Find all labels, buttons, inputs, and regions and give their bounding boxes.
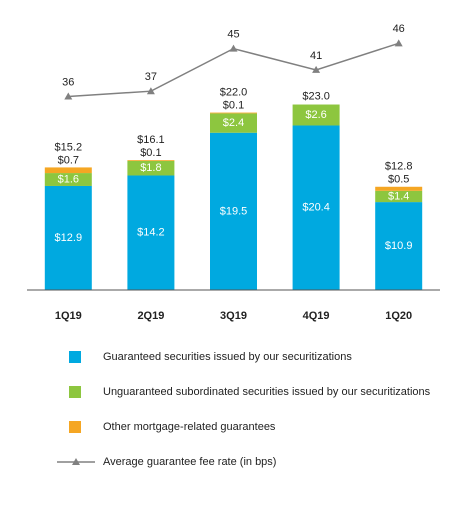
bar-segment <box>292 125 340 290</box>
line-marker <box>312 65 321 73</box>
x-tick-label: 1Q20 <box>385 310 412 322</box>
bar-segment <box>127 160 175 176</box>
legend-swatch <box>69 386 81 398</box>
bar-segment <box>210 132 257 290</box>
line-marker <box>394 39 403 47</box>
bar-segment <box>292 104 340 126</box>
line-marker <box>229 44 238 52</box>
legend-label: Average guarantee fee rate (in bps) <box>103 456 276 468</box>
segment-label: $0.7 <box>58 154 79 166</box>
total-label: $12.8 <box>385 161 413 173</box>
x-tick-label: 3Q19 <box>220 310 247 322</box>
line-label: 45 <box>227 29 239 41</box>
line-label: 46 <box>393 23 405 35</box>
segment-label: $10.9 <box>385 240 413 252</box>
segment-label: $19.5 <box>220 205 248 217</box>
legend-swatch <box>69 421 81 433</box>
x-tick-label: 2Q19 <box>137 310 164 322</box>
legend-label: Other mortgage-related guarantees <box>103 421 276 433</box>
line-marker <box>146 87 155 95</box>
segment-label: $1.6 <box>58 173 79 185</box>
total-label: $22.0 <box>220 86 248 98</box>
segment-label: $14.2 <box>137 227 165 239</box>
bar-segment <box>210 113 257 133</box>
legend-label: Unguaranteed subordinated securities iss… <box>103 386 431 398</box>
x-tick-label: 1Q19 <box>55 310 82 322</box>
segment-label: $2.6 <box>305 109 326 121</box>
line-marker <box>64 92 73 100</box>
bar-segment <box>375 186 423 191</box>
line-label: 37 <box>145 71 157 83</box>
total-label: $23.0 <box>302 90 330 102</box>
bar-segment <box>375 202 423 290</box>
segment-label: $0.1 <box>140 147 161 159</box>
bar-segment <box>127 175 175 290</box>
legend-swatch <box>69 351 81 363</box>
segment-label: $2.4 <box>223 117 244 129</box>
legend-label: Guaranteed securities issued by our secu… <box>103 351 352 363</box>
bar-segment <box>375 190 423 203</box>
bar-segment <box>44 167 92 174</box>
segment-label: $0.1 <box>223 99 244 111</box>
segment-label: $1.8 <box>140 162 161 174</box>
total-label: $15.2 <box>55 141 83 153</box>
bar-segment <box>210 112 257 114</box>
line-label: 41 <box>310 50 322 62</box>
segment-label: $12.9 <box>55 232 83 244</box>
x-tick-label: 4Q19 <box>303 310 330 322</box>
total-label: $16.1 <box>137 134 165 146</box>
line-label: 36 <box>62 76 74 88</box>
segment-label: $1.4 <box>388 190 409 202</box>
bar-segment <box>127 160 175 161</box>
legend-marker <box>72 458 80 465</box>
segment-label: $20.4 <box>302 202 330 214</box>
bar-segment <box>44 185 92 290</box>
bar-segment <box>44 173 92 186</box>
segment-label: $0.5 <box>388 174 409 186</box>
